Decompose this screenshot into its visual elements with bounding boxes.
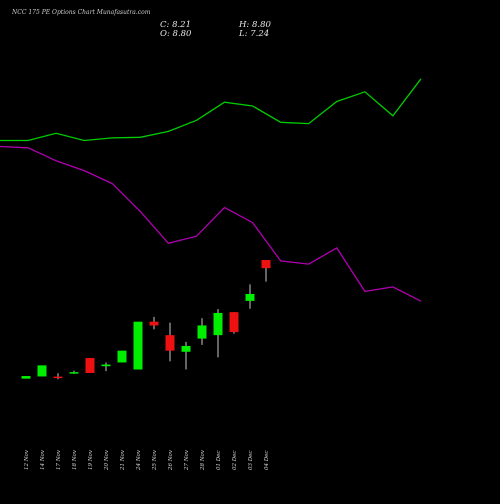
x-tick-label: 24 Nov [136, 449, 142, 471]
x-tick-label: 21 Nov [120, 449, 126, 471]
chart-title: NCC 175 PE Options Chart Munafasutra.com [12, 9, 151, 16]
x-tick-label: 02 Dec [232, 451, 238, 471]
open-value: O: 8.80 [160, 29, 192, 39]
candle-body [133, 321, 143, 370]
x-tick-label: 14 Nov [40, 449, 46, 470]
candle-body [37, 365, 47, 377]
close-value: C: 8.21 [160, 20, 191, 30]
candle-body [85, 358, 95, 373]
x-tick-label: 27 Nov [184, 449, 190, 471]
candle-body [101, 364, 111, 367]
candle-body [245, 293, 255, 301]
candle-body [261, 260, 271, 269]
x-tick-label: 01 Dec [216, 451, 222, 471]
indicator-line-1 [0, 78, 422, 142]
x-tick-label: 17 Nov [56, 449, 62, 470]
x-tick-label: 04 Dec [264, 451, 270, 471]
x-tick-label: 19 Nov [88, 449, 94, 470]
candle-body [53, 376, 63, 379]
candle-body [213, 312, 223, 336]
x-tick-label: 26 Nov [168, 449, 174, 471]
candle-body [149, 321, 159, 326]
x-tick-label: 18 Nov [72, 449, 78, 470]
candle-body [117, 350, 127, 363]
x-tick-label: 03 Dec [248, 451, 254, 471]
candle-body [165, 335, 175, 351]
x-tick-label: 25 Nov [152, 449, 158, 471]
candle-body [21, 376, 31, 379]
x-tick-label: 12 Nov [24, 449, 30, 470]
x-tick-label: 28 Nov [200, 449, 206, 471]
low-value: L: 7.24 [239, 29, 270, 39]
x-tick-label: 20 Nov [104, 449, 110, 471]
candle-body [181, 345, 191, 352]
candle-body [229, 312, 239, 333]
candle-body [69, 372, 79, 374]
indicator-line-2 [0, 145, 422, 302]
candle-body [197, 325, 207, 339]
high-value: H: 8.80 [239, 20, 271, 30]
